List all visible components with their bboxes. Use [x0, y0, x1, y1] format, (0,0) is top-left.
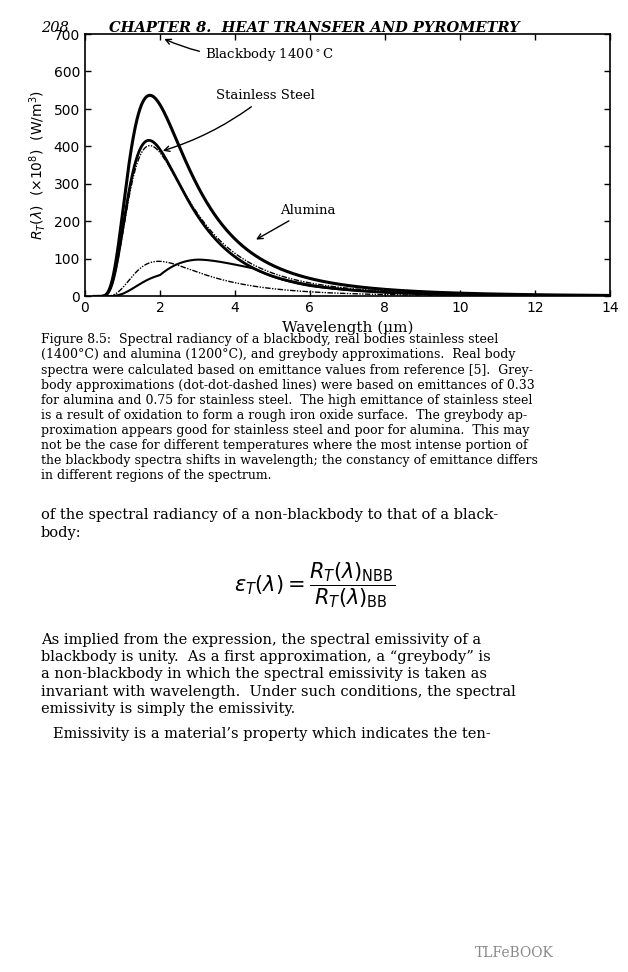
Text: not be the case for different temperatures where the most intense portion of: not be the case for different temperatur…: [41, 439, 527, 452]
Y-axis label: $R_T(\lambda)\ \ (\times 10^8)\ \ (\mathrm{W/m^3})$: $R_T(\lambda)\ \ (\times 10^8)\ \ (\math…: [27, 90, 48, 240]
Text: proximation appears good for stainless steel and poor for alumina.  This may: proximation appears good for stainless s…: [41, 424, 529, 436]
Text: Alumina: Alumina: [257, 204, 335, 239]
Text: CHAPTER 8.  HEAT TRANSFER AND PYROMETRY: CHAPTER 8. HEAT TRANSFER AND PYROMETRY: [109, 21, 519, 35]
Text: Stainless Steel: Stainless Steel: [164, 89, 315, 152]
Text: blackbody is unity.  As a first approximation, a “greybody” is: blackbody is unity. As a first approxima…: [41, 650, 490, 664]
X-axis label: Wavelength (μm): Wavelength (μm): [281, 321, 413, 335]
Text: of the spectral radiancy of a non-blackbody to that of a black-: of the spectral radiancy of a non-blackb…: [41, 508, 497, 522]
Text: body approximations (dot-dot-dashed lines) were based on emittances of 0.33: body approximations (dot-dot-dashed line…: [41, 378, 534, 392]
Text: 208: 208: [41, 21, 68, 35]
Text: Blackbody 1400$^\circ$C: Blackbody 1400$^\circ$C: [165, 40, 333, 63]
Text: invariant with wavelength.  Under such conditions, the spectral: invariant with wavelength. Under such co…: [41, 684, 515, 699]
Text: (1400°C) and alumina (1200°C), and greybody approximations.  Real body: (1400°C) and alumina (1200°C), and greyb…: [41, 348, 515, 362]
Text: Figure 8.5:  Spectral radiancy of a blackbody, real bodies stainless steel: Figure 8.5: Spectral radiancy of a black…: [41, 333, 497, 346]
Text: TLFeBOOK: TLFeBOOK: [474, 947, 553, 960]
Text: body:: body:: [41, 526, 82, 539]
Text: in different regions of the spectrum.: in different regions of the spectrum.: [41, 469, 271, 482]
Text: As implied from the expression, the spectral emissivity of a: As implied from the expression, the spec…: [41, 633, 480, 646]
Text: $\epsilon_T(\lambda) = \dfrac{R_T(\lambda)_{\rm NBB}}{R_T(\lambda)_{\rm BB}}$: $\epsilon_T(\lambda) = \dfrac{R_T(\lambd…: [234, 560, 394, 609]
Text: emissivity is simply the emissivity.: emissivity is simply the emissivity.: [41, 702, 295, 716]
Text: for alumina and 0.75 for stainless steel.  The high emittance of stainless steel: for alumina and 0.75 for stainless steel…: [41, 394, 532, 406]
Text: spectra were calculated based on emittance values from reference [5].  Grey-: spectra were calculated based on emittan…: [41, 364, 532, 376]
Text: is a result of oxidation to form a rough iron oxide surface.  The greybody ap-: is a result of oxidation to form a rough…: [41, 408, 526, 422]
Text: a non-blackbody in which the spectral emissivity is taken as: a non-blackbody in which the spectral em…: [41, 668, 486, 681]
Text: the blackbody spectra shifts in wavelength; the constancy of emittance differs: the blackbody spectra shifts in waveleng…: [41, 454, 537, 467]
Text: Emissivity is a material’s property which indicates the ten-: Emissivity is a material’s property whic…: [53, 727, 490, 741]
